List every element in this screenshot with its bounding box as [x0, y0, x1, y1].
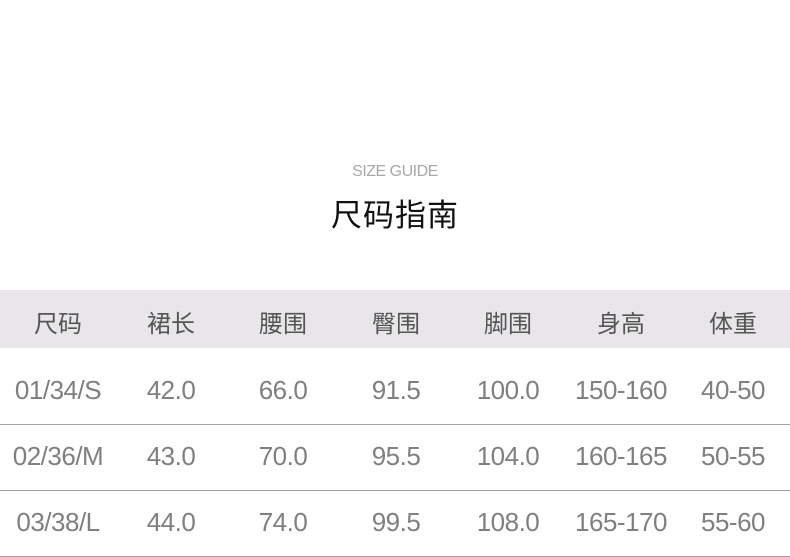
- column-header: 臀围: [372, 311, 420, 338]
- table-header: 尺码 裙长 腰围 臀围 脚围 身高 体重: [0, 290, 790, 348]
- table-cell: 108.0: [476, 507, 540, 537]
- table-cell: 99.5: [371, 507, 421, 537]
- size-guide-subtitle: SIZE GUIDE: [352, 163, 438, 180]
- table-cell: 40-50: [701, 375, 766, 405]
- column-header: 身高: [597, 311, 645, 338]
- table-cell: 42.0: [146, 375, 196, 405]
- table-cell: 44.0: [146, 507, 196, 537]
- table-cell: 91.5: [371, 375, 421, 405]
- table-row: 01/34/S 42.0 66.0 91.5 100.0 150-160 40-50: [0, 358, 790, 425]
- table-cell: 150-160: [575, 375, 667, 405]
- table-cell: 95.5: [371, 441, 421, 471]
- column-header: 脚围: [484, 311, 532, 338]
- table-cell: 55-60: [701, 507, 766, 537]
- table-cell: 165-170: [575, 507, 667, 537]
- table-cell: 74.0: [258, 507, 308, 537]
- table-cell: 66.0: [258, 375, 308, 405]
- column-header: 尺码: [34, 311, 82, 338]
- table-cell: 70.0: [258, 441, 308, 471]
- column-header: 腰围: [259, 311, 307, 338]
- column-header: 裙长: [147, 311, 195, 338]
- table-cell: 104.0: [476, 441, 540, 471]
- table-cell: 100.0: [476, 375, 540, 405]
- column-header: 体重: [709, 311, 757, 338]
- table-row: 03/38/L 44.0 74.0 99.5 108.0 165-170 55-60: [0, 490, 790, 557]
- table-row: 02/36/M 43.0 70.0 95.5 104.0 160-165 50-55: [0, 424, 790, 491]
- table-cell: 43.0: [146, 441, 196, 471]
- page-title: 尺码指南: [331, 198, 459, 233]
- table-cell: 02/36/M: [12, 441, 104, 471]
- table-cell: 03/38/L: [16, 507, 100, 537]
- table-cell: 160-165: [575, 441, 667, 471]
- table-cell: 50-55: [701, 441, 766, 471]
- table-cell: 01/34/S: [14, 375, 102, 405]
